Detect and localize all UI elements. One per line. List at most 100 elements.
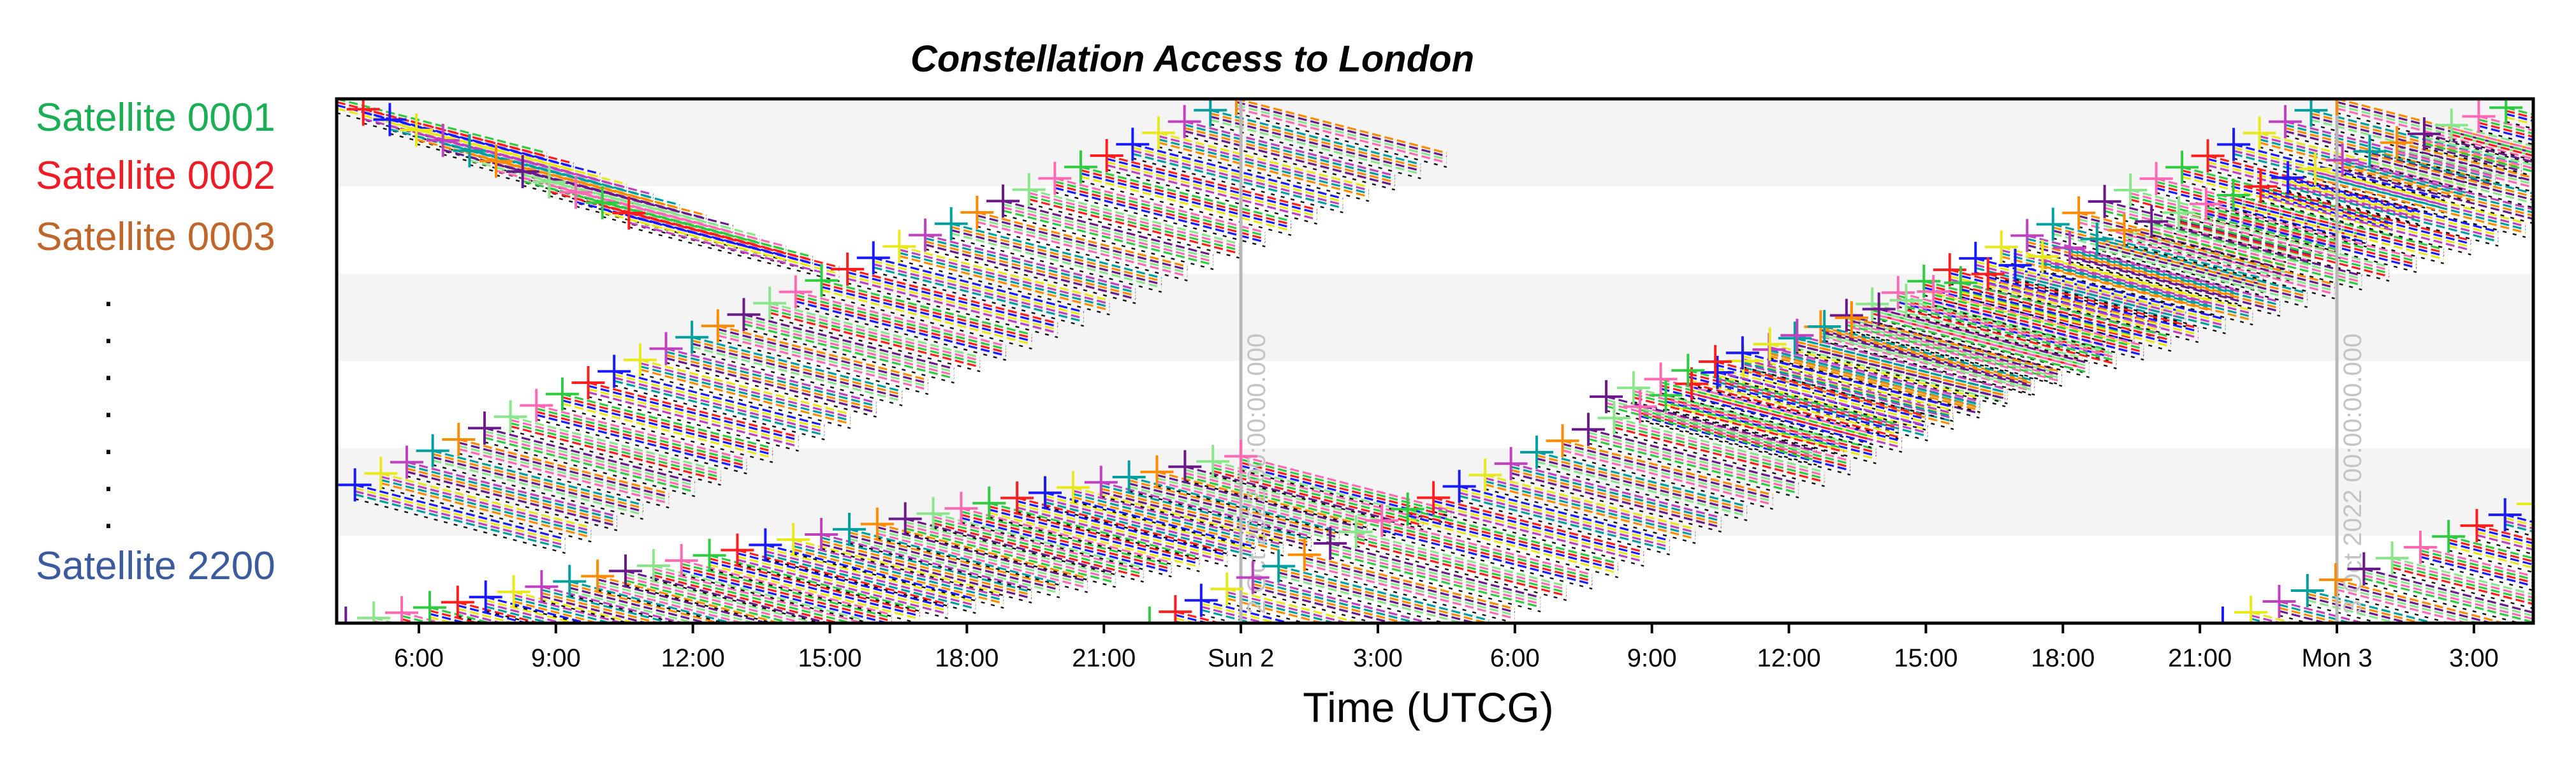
access-pass-line	[2285, 130, 2496, 187]
access-marker	[1494, 446, 1528, 480]
access-pass-line	[1072, 492, 1284, 549]
access-pass-line	[961, 513, 1172, 570]
access-marker	[585, 186, 619, 219]
access-pass-line	[1212, 463, 1424, 520]
access-pass-line	[1639, 411, 1851, 469]
access-pass-line	[2533, 108, 2576, 163]
access-marker	[1000, 481, 1034, 515]
y-ellipsis-dot: .	[103, 382, 113, 426]
access-marker	[1780, 318, 1814, 352]
access-marker	[469, 580, 502, 614]
access-pass-line	[2042, 255, 2253, 312]
access-pass-line	[793, 545, 1004, 601]
access-pass-line	[1906, 306, 2117, 362]
access-pass-line	[458, 441, 670, 498]
access-pass-line	[1878, 311, 2090, 368]
x-tick-label: 21:00	[1072, 644, 1136, 672]
access-marker	[2325, 144, 2359, 177]
access-marker	[944, 492, 978, 526]
access-pass-line	[1157, 474, 1368, 531]
access-pass-line	[2363, 568, 2533, 614]
access-marker	[571, 365, 605, 399]
x-tick-label: 12:00	[661, 644, 725, 672]
access-pass-line	[821, 283, 1032, 339]
access-pass-line	[1906, 302, 2117, 359]
access-pass-line	[653, 574, 844, 623]
access-pass-line	[899, 248, 1110, 305]
access-pass-line	[1278, 579, 1449, 623]
access-pass-line	[1933, 297, 2144, 353]
row-band	[337, 99, 2533, 186]
access-pass-line	[1356, 537, 1567, 594]
access-marker	[2162, 196, 2196, 230]
access-pass-line	[1588, 438, 1799, 494]
access-pass-line	[1252, 586, 1397, 623]
access-marker	[1590, 380, 1623, 413]
access-marker	[2165, 151, 2199, 184]
access-pass-line	[2001, 249, 2213, 306]
access-pass-line	[951, 226, 1162, 283]
access-marker	[2271, 161, 2305, 195]
x-tick-label: Mon 3	[2301, 644, 2372, 672]
access-pass-line	[988, 508, 1200, 565]
access-pass-line	[905, 527, 1116, 584]
access-marker	[960, 195, 994, 229]
access-pass-line	[602, 202, 814, 258]
access-pass-line	[2026, 240, 2238, 297]
access-marker	[777, 523, 810, 557]
access-pass-line	[1562, 446, 1773, 503]
access-pass-line	[691, 343, 903, 399]
access-pass-line	[346, 630, 556, 684]
access-pass-line	[795, 297, 1007, 354]
access-pass-line	[484, 433, 696, 490]
access-pass-line	[2260, 195, 2471, 251]
access-marker	[2462, 99, 2496, 133]
y-label: Satellite 0003	[36, 215, 275, 259]
access-pass-line	[1484, 477, 1696, 534]
access-pass-line	[629, 226, 840, 283]
access-pass-line	[1639, 408, 1851, 466]
access-marker	[2053, 231, 2087, 265]
access-pass-line	[1044, 501, 1256, 558]
access-pass-line	[2259, 135, 2470, 192]
access-pass-line	[1210, 112, 1421, 169]
x-tick-label: 15:00	[1894, 644, 1958, 672]
access-pass-line	[681, 569, 891, 623]
access-pass-line	[1044, 498, 1256, 555]
access-pass-line	[541, 586, 688, 623]
access-pass-line	[653, 568, 865, 623]
access-pass-line	[1433, 503, 1644, 559]
access-pass-line	[1028, 203, 1240, 259]
access-marker	[1391, 492, 1424, 526]
access-pass-line	[2335, 582, 2496, 623]
access-marker	[1644, 362, 1678, 396]
access-pass-line	[691, 339, 903, 396]
access-marker	[1167, 105, 1201, 138]
access-pass-line	[653, 564, 865, 621]
access-pass-line	[355, 483, 566, 540]
access-pass-line	[588, 395, 799, 452]
access-marker	[442, 422, 476, 456]
access-pass-line	[1851, 316, 2063, 373]
access-pass-line	[2001, 246, 2213, 302]
access-pass-line	[1820, 335, 2031, 392]
access-pass-line	[988, 505, 1200, 562]
access-pass-line	[743, 323, 955, 380]
access-pass-line	[1743, 363, 1954, 420]
access-pass-line	[2424, 142, 2533, 173]
access-pass-line	[2369, 150, 2533, 195]
access-pass-line	[821, 533, 1032, 590]
access-marker	[2206, 607, 2239, 623]
access-pass-line	[821, 536, 1032, 593]
access-pass-line	[1252, 579, 1422, 623]
access-pass-line	[510, 415, 721, 472]
access-pass-line	[1794, 346, 2006, 403]
access-marker	[1140, 455, 1174, 489]
access-pass-line	[575, 191, 787, 248]
access-marker	[2460, 509, 2494, 543]
access-marker	[416, 434, 450, 468]
access-marker	[1998, 248, 2032, 282]
access-pass-line	[2342, 168, 2533, 220]
access-pass-line	[1278, 568, 1489, 623]
